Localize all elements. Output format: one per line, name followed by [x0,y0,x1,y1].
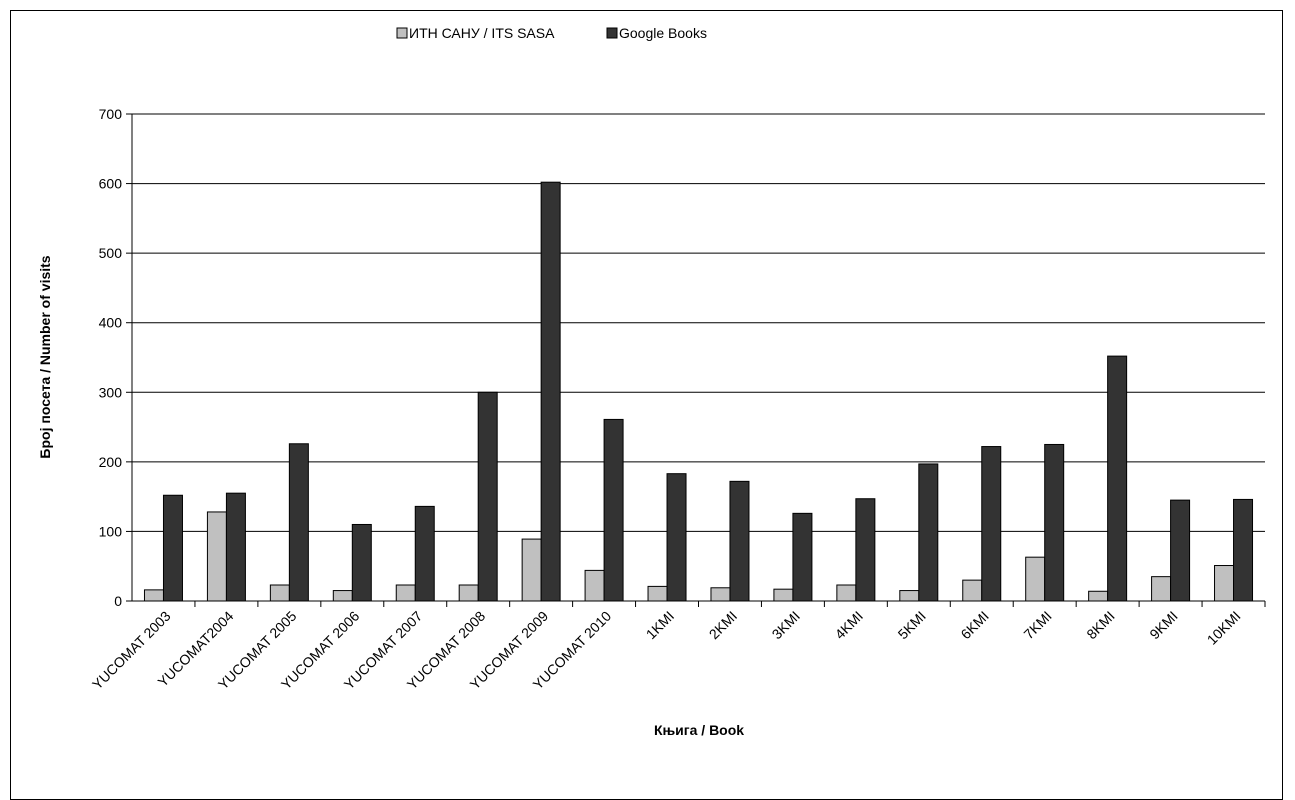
grid-lines [132,113,1265,532]
bar-its-sasa [395,584,416,602]
x-tick-label: 5KMI [894,608,928,642]
bar-its-sasa [332,590,353,602]
bar-google-books [1233,498,1254,602]
bar-google-books [225,492,246,602]
bar-google-books [1170,499,1191,602]
bar-google-books [1044,443,1065,602]
bar-google-books [918,463,939,602]
x-tick-label: 1KMI [643,608,677,642]
legend-label: ИТН САНУ / ITS SASA [409,25,555,41]
bar-its-sasa [647,585,668,602]
y-tick-label: 0 [114,593,122,609]
bar-its-sasa [269,584,290,602]
y-tick-label: 200 [99,454,123,470]
x-tick-label: 10KMI [1204,608,1244,648]
bar-its-sasa [143,589,164,602]
y-tick-label: 600 [99,176,123,192]
chart-frame [10,10,1283,800]
x-tick-label: 2KMI [706,608,740,642]
bar-its-sasa [521,538,542,602]
bar-its-sasa [584,569,605,602]
x-tick-label: 4KMI [832,608,866,642]
bar-its-sasa [962,579,983,602]
bar-its-sasa [710,587,731,602]
bar-google-books [603,418,624,602]
x-tick-label: 9KMI [1146,608,1180,642]
bar-google-books [1107,355,1128,602]
bar-its-sasa [773,588,794,602]
y-tick-labels: 0 100 200 300 400 500 600 700 [99,106,123,609]
bar-google-books [792,512,813,602]
bar-its-sasa [899,590,920,602]
bar-its-sasa [1151,576,1172,602]
bar-its-sasa [836,584,857,602]
bar-its-sasa [1025,556,1046,602]
x-tick-label: 8KMI [1083,608,1117,642]
legend-label: Google Books [619,25,707,41]
legend: ИТН САНУ / ITS SASA Google Books [396,25,707,41]
bar-its-sasa [206,511,227,602]
legend-swatch [606,27,618,39]
bar-google-books [162,494,183,602]
bars-group [143,181,1254,602]
bar-its-sasa [1214,565,1235,602]
x-tick-label: 7KMI [1020,608,1054,642]
x-tick-label: 6KMI [957,608,991,642]
y-tick-label: 700 [99,106,123,122]
axes-group [126,113,1266,607]
bar-google-books [981,446,1002,602]
bar-google-books [855,498,876,602]
bar-google-books [351,523,372,602]
x-axis-title: Књига / Book [654,722,744,738]
bar-google-books [729,480,750,602]
bar-google-books [288,443,309,602]
bar-google-books [477,391,498,602]
x-tick-label: 3KMI [769,608,803,642]
bar-google-books [666,473,687,602]
bar-its-sasa [458,584,479,602]
y-tick-label: 100 [99,523,123,539]
legend-swatch [396,27,408,39]
y-tick-label: 400 [99,315,123,331]
y-axis-title: Број посета / Number of visits [37,255,53,458]
bar-google-books [414,505,435,602]
bar-its-sasa [1088,590,1109,602]
y-tick-label: 300 [99,384,123,400]
bar-google-books [540,181,561,602]
y-tick-label: 500 [99,245,123,261]
